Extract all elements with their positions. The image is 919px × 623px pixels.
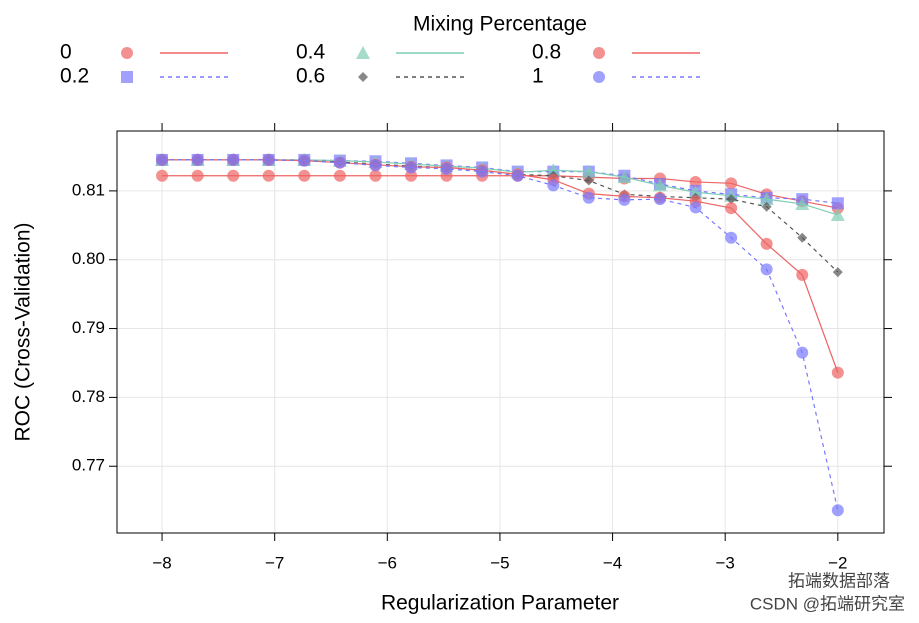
data-point	[760, 263, 773, 276]
legend-label: 1	[532, 65, 544, 88]
data-point	[725, 202, 738, 215]
x-tick-label: −7	[265, 553, 284, 572]
data-point	[830, 207, 845, 221]
data-point	[618, 193, 631, 206]
data-point	[262, 153, 275, 166]
data-point	[725, 177, 738, 190]
data-point	[653, 193, 666, 206]
data-point	[583, 175, 594, 186]
data-point	[333, 169, 346, 182]
data-point	[725, 231, 738, 244]
legend-marker	[356, 46, 370, 59]
data-point	[191, 153, 204, 166]
x-tick-label: −8	[152, 553, 171, 572]
data-point	[405, 169, 418, 182]
data-point	[760, 237, 773, 250]
y-tick-label: 0.78	[72, 387, 105, 406]
data-point	[831, 504, 844, 517]
data-point	[298, 154, 311, 167]
data-point	[831, 197, 844, 210]
y-axis-label: ROC (Cross-Validation)	[12, 223, 35, 442]
data-point	[405, 161, 418, 174]
watermark: 拓端数据部落	[788, 571, 890, 590]
data-point	[796, 346, 809, 359]
data-point	[795, 196, 810, 210]
data-point	[262, 169, 275, 182]
data-point	[689, 201, 702, 214]
data-point	[156, 169, 169, 182]
data-point	[227, 169, 240, 182]
y-tick-label: 0.81	[72, 180, 105, 199]
legend-label: 0.6	[296, 65, 325, 88]
x-tick-label: −6	[378, 553, 397, 572]
data-point	[369, 169, 382, 182]
data-point	[547, 179, 560, 192]
data-point	[796, 268, 809, 281]
data-point	[652, 178, 667, 192]
legend-marker	[121, 71, 133, 83]
legend-label: 0.2	[60, 65, 89, 88]
data-point	[688, 185, 703, 199]
x-axis-label: Regularization Parameter	[381, 592, 619, 615]
data-point	[440, 162, 453, 175]
x-tick-label: −4	[603, 553, 622, 572]
x-tick-label: −2	[828, 553, 847, 572]
y-tick-label: 0.77	[72, 456, 105, 475]
data-point	[726, 194, 737, 205]
data-point	[369, 159, 382, 172]
legend-marker	[593, 71, 605, 83]
data-point	[227, 153, 240, 166]
x-tick-label: −3	[715, 553, 734, 572]
legend-marker	[593, 47, 605, 59]
legend-title: Mixing Percentage	[413, 13, 587, 36]
legend-marker	[121, 47, 133, 59]
legend-label: 0.4	[296, 41, 326, 64]
data-point	[511, 169, 524, 182]
data-point	[831, 366, 844, 379]
legend-marker	[358, 72, 368, 82]
plot-frame	[116, 130, 885, 534]
data-point	[191, 169, 204, 182]
watermark: CSDN @拓端研究室	[750, 594, 905, 613]
y-tick-label: 0.80	[72, 249, 105, 268]
data-point	[832, 267, 843, 278]
data-point	[582, 191, 595, 204]
y-tick-label: 0.79	[72, 318, 105, 337]
x-tick-label: −5	[490, 553, 509, 572]
data-point	[797, 232, 808, 243]
legend-label: 0	[60, 41, 72, 64]
legend-label: 0.8	[532, 41, 561, 64]
data-point	[546, 163, 561, 177]
data-point	[617, 170, 632, 184]
data-point	[298, 169, 311, 182]
data-point	[761, 201, 772, 212]
data-point	[333, 156, 346, 169]
data-point	[156, 153, 169, 166]
data-point	[581, 164, 596, 178]
data-point	[476, 165, 489, 178]
data-point	[759, 192, 774, 206]
